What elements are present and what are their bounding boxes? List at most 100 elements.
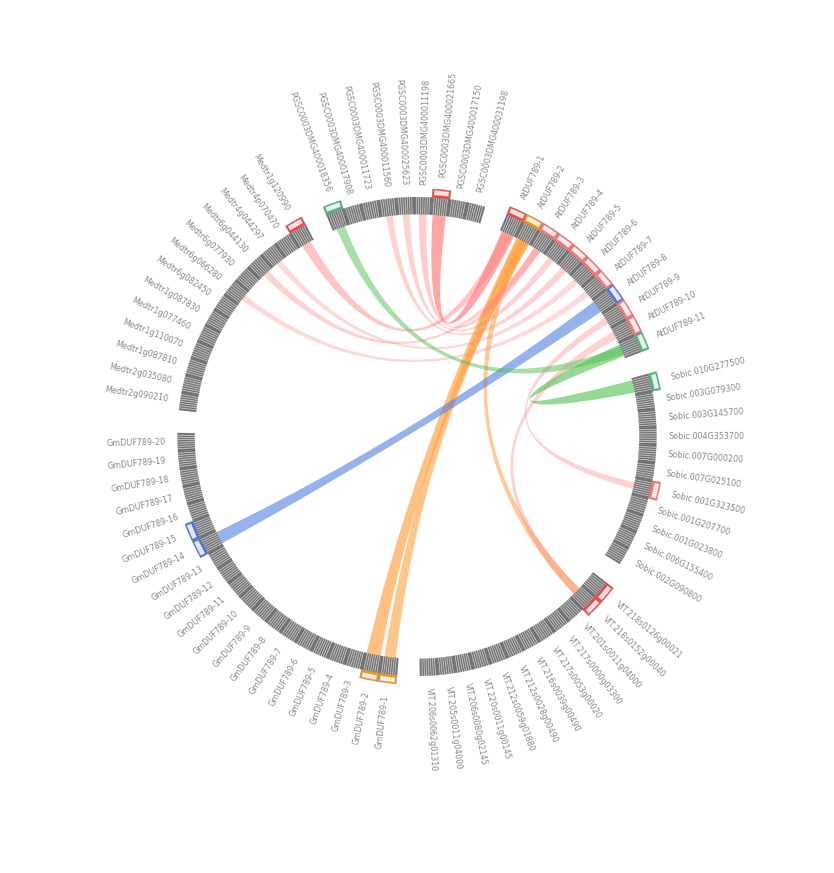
Polygon shape: [570, 263, 595, 287]
Polygon shape: [295, 628, 319, 651]
Text: VIT.220s0011g00145: VIT.220s0011g00145: [481, 677, 512, 760]
Polygon shape: [180, 466, 199, 486]
Text: PGSC0003DMG400031198: PGSC0003DMG400031198: [475, 89, 510, 194]
Polygon shape: [336, 225, 625, 374]
Polygon shape: [183, 483, 203, 504]
Text: Sobic.001G023800: Sobic.001G023800: [650, 524, 724, 560]
Text: GmDUF789-8: GmDUF789-8: [229, 635, 269, 684]
Polygon shape: [595, 583, 613, 602]
Polygon shape: [192, 538, 208, 558]
Polygon shape: [362, 653, 382, 673]
Polygon shape: [275, 234, 299, 258]
Text: Sobic.003G145700: Sobic.003G145700: [668, 407, 744, 422]
Polygon shape: [290, 224, 314, 248]
Text: VIT.206s0080g02145: VIT.206s0080g02145: [463, 683, 488, 766]
Polygon shape: [241, 291, 590, 362]
Text: VIT.205s0011g04000: VIT.205s0011g04000: [444, 685, 463, 770]
Polygon shape: [582, 276, 606, 300]
Polygon shape: [205, 309, 229, 333]
Polygon shape: [626, 315, 642, 335]
Text: Sobic.007G000200: Sobic.007G000200: [668, 450, 744, 465]
Polygon shape: [448, 199, 468, 219]
Text: Medtr4g044297: Medtr4g044297: [217, 187, 264, 242]
Polygon shape: [359, 670, 379, 682]
Polygon shape: [436, 656, 455, 675]
Polygon shape: [182, 375, 202, 395]
Polygon shape: [616, 299, 633, 320]
Polygon shape: [545, 608, 569, 632]
Polygon shape: [248, 255, 272, 279]
Polygon shape: [558, 597, 582, 622]
Polygon shape: [632, 478, 652, 498]
Text: Sobic.003G079300: Sobic.003G079300: [666, 382, 741, 402]
Polygon shape: [280, 619, 304, 643]
Polygon shape: [568, 244, 588, 263]
Polygon shape: [585, 600, 600, 614]
Polygon shape: [651, 374, 659, 389]
Polygon shape: [539, 223, 559, 240]
Polygon shape: [186, 358, 207, 379]
Polygon shape: [453, 653, 474, 673]
Text: Medtr1g077460: Medtr1g077460: [131, 296, 192, 332]
Text: PGSC0003DMG400017150: PGSC0003DMG400017150: [456, 83, 484, 189]
Polygon shape: [179, 392, 198, 412]
Polygon shape: [557, 235, 571, 248]
Text: Medtr2g090210: Medtr2g090210: [104, 385, 168, 404]
Polygon shape: [606, 285, 624, 304]
Text: PGSC0003DMG400011198: PGSC0003DMG400011198: [419, 79, 430, 185]
Polygon shape: [178, 450, 197, 469]
Polygon shape: [592, 290, 616, 313]
Polygon shape: [326, 209, 349, 230]
Polygon shape: [638, 444, 656, 463]
Polygon shape: [360, 200, 381, 220]
Polygon shape: [507, 207, 527, 222]
Polygon shape: [344, 203, 364, 225]
Polygon shape: [619, 335, 641, 358]
Text: VIT.212s0059g01880: VIT.212s0059g01880: [500, 671, 536, 753]
Text: GmDUF789-10: GmDUF789-10: [192, 609, 240, 656]
Polygon shape: [531, 618, 555, 642]
Polygon shape: [526, 217, 541, 227]
Text: AtDUF789-10: AtDUF789-10: [646, 290, 698, 322]
Text: GmDUF789-16: GmDUF789-16: [121, 512, 179, 540]
Polygon shape: [285, 217, 305, 234]
Polygon shape: [193, 515, 215, 538]
Polygon shape: [344, 649, 365, 670]
Polygon shape: [585, 258, 599, 272]
Text: Medtr1g120990: Medtr1g120990: [252, 153, 291, 213]
Polygon shape: [542, 225, 556, 237]
Text: Sobic.002G090800: Sobic.002G090800: [633, 559, 703, 604]
Polygon shape: [302, 230, 513, 332]
Polygon shape: [530, 344, 636, 404]
Text: Medtr1g087830: Medtr1g087830: [142, 275, 201, 314]
Polygon shape: [194, 540, 205, 555]
Text: GmDUF789-7: GmDUF789-7: [248, 646, 284, 696]
Polygon shape: [609, 286, 621, 301]
Polygon shape: [464, 203, 485, 223]
Polygon shape: [631, 374, 652, 395]
Polygon shape: [403, 213, 555, 332]
Polygon shape: [324, 201, 344, 215]
Text: GmDUF789-4: GmDUF789-4: [309, 671, 336, 725]
Polygon shape: [366, 237, 530, 656]
Text: AtDUF789-7: AtDUF789-7: [614, 235, 656, 272]
Polygon shape: [611, 320, 634, 342]
Text: GmDUF789-20: GmDUF789-20: [106, 437, 165, 448]
Polygon shape: [200, 531, 223, 553]
Text: Medtr6g044130: Medtr6g044130: [199, 202, 249, 255]
Text: VIT.212s0028g00490: VIT.212s0028g00490: [517, 664, 560, 744]
Text: GmDUF789-15: GmDUF789-15: [121, 533, 178, 565]
Text: GmDUF789-14: GmDUF789-14: [131, 551, 188, 586]
Polygon shape: [545, 240, 568, 265]
Text: VIT.201s0011g04000: VIT.201s0011g04000: [580, 622, 643, 691]
Text: Medtr6g082450: Medtr6g082450: [153, 255, 212, 299]
Polygon shape: [510, 209, 525, 219]
Polygon shape: [515, 222, 539, 245]
Text: GmDUF789-19: GmDUF789-19: [108, 457, 167, 471]
Polygon shape: [602, 304, 626, 327]
Polygon shape: [582, 596, 601, 615]
Polygon shape: [558, 251, 582, 275]
Polygon shape: [224, 280, 249, 305]
Polygon shape: [420, 658, 438, 676]
Polygon shape: [500, 215, 523, 237]
